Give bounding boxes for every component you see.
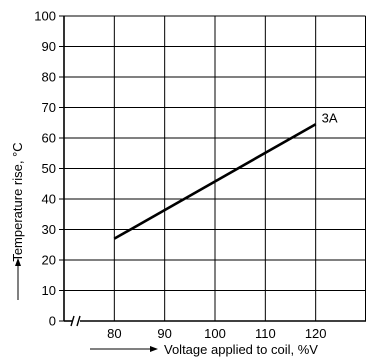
x-axis-ticks: 80 90 100 110 120 [107, 326, 326, 341]
x-tick-label: 110 [255, 326, 276, 341]
series-layer: 3A [113, 110, 338, 240]
x-tick-label: 80 [107, 326, 121, 341]
y-tick-label: 20 [42, 253, 56, 268]
y-tick-label: 60 [42, 131, 56, 146]
x-axis-break-mark [76, 315, 81, 327]
series-label: 3A [322, 110, 338, 125]
x-axis-arrow-head [150, 346, 158, 352]
y-tick-label: 40 [42, 192, 56, 207]
x-axis-break-mark [70, 315, 75, 327]
y-tick-label: 50 [42, 161, 56, 176]
y-axis-title: Temperature rise, °C [10, 142, 25, 261]
y-tick-label: 90 [42, 39, 56, 54]
y-tick-label: 70 [42, 100, 56, 115]
y-axis-title-group: Temperature rise, °C [10, 142, 25, 300]
grid [63, 15, 366, 327]
y-tick-label: 10 [42, 283, 56, 298]
y-axis-arrow-head [15, 258, 21, 266]
x-tick-label: 100 [204, 326, 226, 341]
x-axis-title-group: Voltage applied to coil, %V [90, 342, 318, 357]
y-axis-ticks: 0 10 20 30 40 50 60 70 80 90 100 [34, 9, 64, 329]
y-tick-label: 80 [42, 70, 56, 85]
series-line-3a [113, 123, 317, 240]
y-tick-label: 0 [49, 314, 56, 329]
y-tick-label: 30 [42, 222, 56, 237]
x-tick-label: 120 [305, 326, 327, 341]
x-axis-title: Voltage applied to coil, %V [164, 342, 318, 357]
x-tick-label: 90 [157, 326, 171, 341]
y-tick-label: 100 [34, 9, 56, 24]
